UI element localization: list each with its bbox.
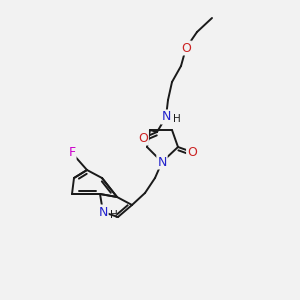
Text: O: O bbox=[181, 41, 191, 55]
Text: H: H bbox=[110, 210, 118, 220]
Text: N: N bbox=[98, 206, 108, 218]
Text: N: N bbox=[161, 110, 171, 124]
Text: H: H bbox=[173, 114, 181, 124]
Text: N: N bbox=[157, 155, 167, 169]
Text: O: O bbox=[138, 131, 148, 145]
Text: O: O bbox=[187, 146, 197, 158]
Text: F: F bbox=[68, 146, 76, 160]
